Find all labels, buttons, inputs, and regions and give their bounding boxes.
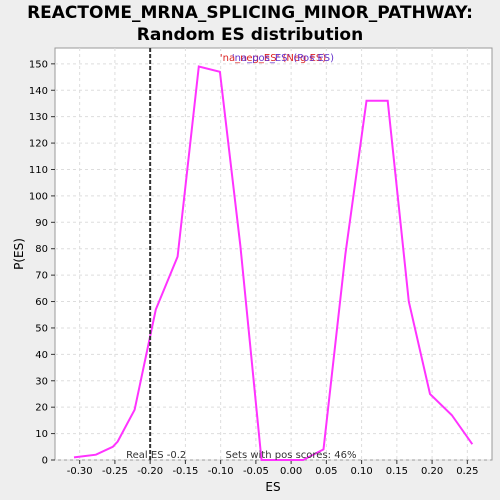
y-tick-label: 10 <box>35 429 48 440</box>
y-tick-label: 0 <box>42 456 48 467</box>
y-tick-label: 70 <box>35 271 48 282</box>
legend-neg-es: 'na_neg_ES' (Neg ES) <box>220 53 326 64</box>
y-tick-label: 60 <box>35 297 48 308</box>
chart-title-line2: Random ES distribution <box>136 25 364 45</box>
y-axis-ticks: 0 10 20 30 40 50 60 70 80 90 100 110 120 130 140 150 <box>29 59 55 467</box>
y-tick-label: 90 <box>35 218 48 229</box>
x-tick-label: 0.10 <box>350 466 372 477</box>
x-tick-label: 0.15 <box>386 466 408 477</box>
x-tick-label: 0.00 <box>280 466 302 477</box>
y-tick-label: 20 <box>35 403 48 414</box>
series-group <box>73 65 474 461</box>
x-tick-label: -0.05 <box>243 466 269 477</box>
y-tick-label: 80 <box>35 244 48 255</box>
x-axis-title: ES <box>265 480 280 494</box>
x-tick-label: -0.25 <box>102 466 128 477</box>
grid <box>55 48 492 461</box>
y-tick-label: 150 <box>29 59 48 70</box>
x-axis-ticks: -0.30 -0.25 -0.20 -0.15 -0.10 -0.05 0.00 0.05 0.… <box>67 460 478 477</box>
x-tick-label: -0.15 <box>172 466 198 477</box>
y-tick-label: 130 <box>29 112 48 123</box>
es-distribution-line <box>73 65 474 461</box>
pos-scores-annotation: Sets with pos scores: 46% <box>226 450 357 461</box>
y-tick-label: 100 <box>29 191 48 202</box>
y-axis-title: P(ES) <box>12 238 26 270</box>
x-tick-label: 0.20 <box>421 466 443 477</box>
plot-area <box>54 47 493 461</box>
chart-title-line1: REACTOME_MRNA_SPLICING_MINOR_PATHWAY: <box>27 3 473 23</box>
x-tick-label: -0.20 <box>137 466 163 477</box>
real-es-label: Real ES -0.2 <box>126 450 186 461</box>
y-tick-label: 120 <box>29 139 48 150</box>
chart-title: REACTOME_MRNA_SPLICING_MINOR_PATHWAY: Ra… <box>0 2 500 46</box>
legend-pos-es: 'na_pos_ES' (Pos ES) <box>232 53 334 64</box>
x-tick-label: -0.10 <box>208 466 234 477</box>
y-tick-label: 50 <box>35 323 48 334</box>
x-tick-label: 0.25 <box>456 466 478 477</box>
y-tick-label: 40 <box>35 350 48 361</box>
y-tick-label: 140 <box>29 86 48 97</box>
x-tick-label: 0.05 <box>315 466 337 477</box>
y-tick-label: 30 <box>35 376 48 387</box>
x-tick-label: -0.30 <box>67 466 93 477</box>
y-tick-label: 110 <box>29 165 48 176</box>
